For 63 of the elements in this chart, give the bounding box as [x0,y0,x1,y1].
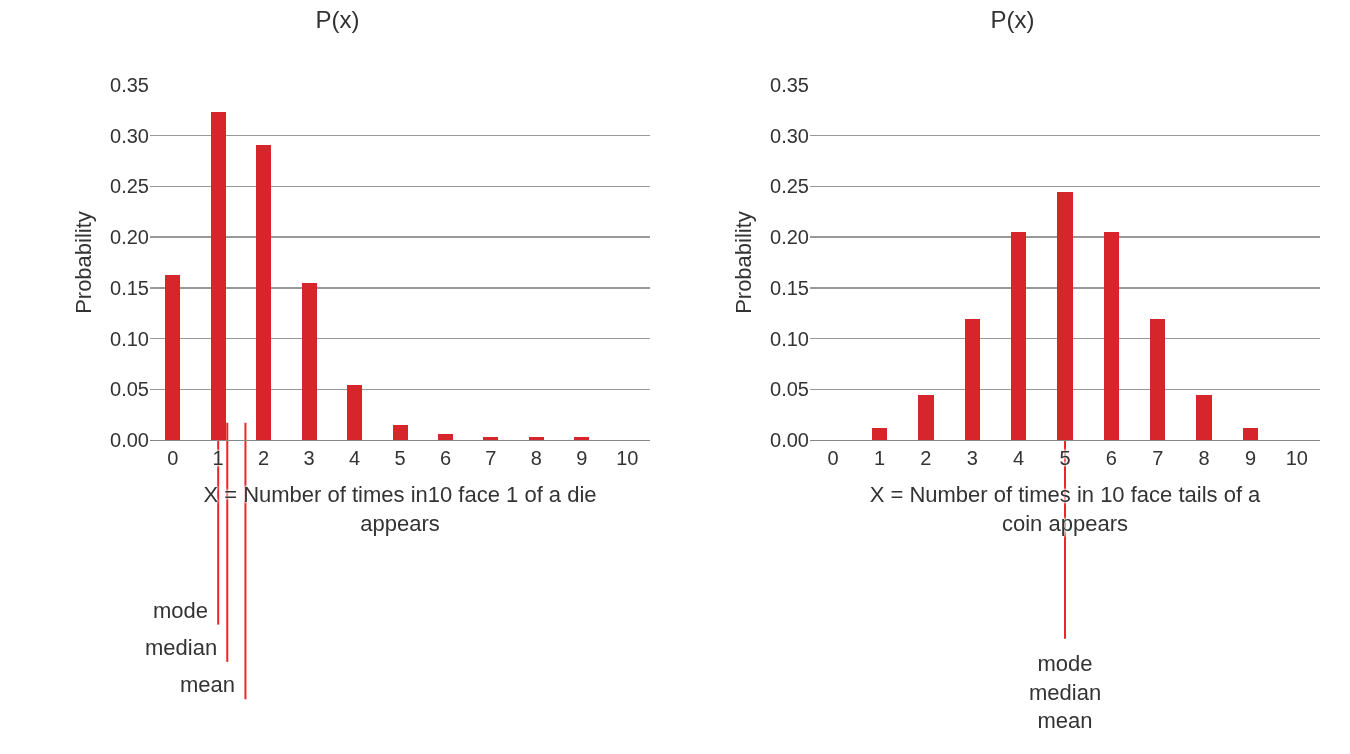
x-tick-label: 1 [873,447,886,469]
bar [918,395,934,440]
y-tick-label: 0.05 [110,378,149,401]
y-tick-label: 0.15 [770,276,809,299]
x-tick-label: 3 [303,447,315,469]
bar [1057,191,1073,440]
bar [574,436,590,440]
x-tick-label: 10 [1285,447,1308,469]
y-tick-label: 0.05 [770,378,809,401]
x-tick-label: 3 [966,447,978,469]
x-tick-label: 9 [1244,447,1257,469]
y-axis-title: Probability [70,211,96,314]
y-tick-label: 0.30 [770,124,809,147]
x-tick-label: 6 [439,447,452,469]
x-tick-label: 0 [827,447,839,469]
x-tick-label: 7 [485,447,497,469]
y-tick-label: 0.35 [770,74,809,96]
y-tick-label: 0.25 [110,175,149,198]
bar [528,436,544,440]
y-tick-label: 0.35 [110,74,149,96]
y-tick-label: 0.20 [110,226,149,249]
chart-title: P(x) [315,6,360,34]
x-tick-label: 4 [1013,447,1025,469]
bar [256,144,272,440]
x-tick-label: 5 [394,447,406,469]
bar [1196,395,1212,440]
bar [165,274,181,440]
x-tick-label: 2 [258,447,270,469]
x-tick-label: 6 [1105,447,1117,469]
bar [1103,232,1120,440]
y-tick-label: 0.10 [770,327,809,350]
y-axis-title: Probability [730,211,756,314]
bar [1010,232,1027,440]
ref-line-label: mode median mean [1029,651,1102,734]
chart-title: P(x) [990,6,1035,34]
y-tick-label: 0.00 [110,429,149,451]
bar [392,424,408,440]
x-tick-label: 8 [530,447,542,469]
y-tick-label: 0.30 [110,124,149,147]
x-tick-label: 8 [1198,447,1210,469]
bar [1242,427,1259,440]
bar [437,433,453,440]
x-tick-label: 10 [616,447,639,469]
y-tick-label: 0.25 [770,175,809,198]
x-tick-label: 9 [576,447,588,469]
x-tick-label: 2 [920,447,932,469]
x-tick-label: 4 [348,447,361,469]
y-tick-label: 0.00 [770,429,809,451]
bar [871,427,888,440]
ref-line-label: mean [180,672,236,697]
bar [483,436,499,440]
x-tick-label: 0 [167,447,179,469]
y-tick-label: 0.15 [110,276,149,299]
y-tick-label: 0.20 [770,226,809,249]
ref-line-label: mode [153,598,209,623]
bar [347,385,363,440]
y-tick-label: 0.10 [110,327,149,350]
bar [964,319,980,440]
bar [210,112,226,440]
x-tick-label: 7 [1152,447,1164,469]
ref-line-label: median [145,635,218,660]
bar [1150,319,1166,440]
bar [301,282,317,440]
